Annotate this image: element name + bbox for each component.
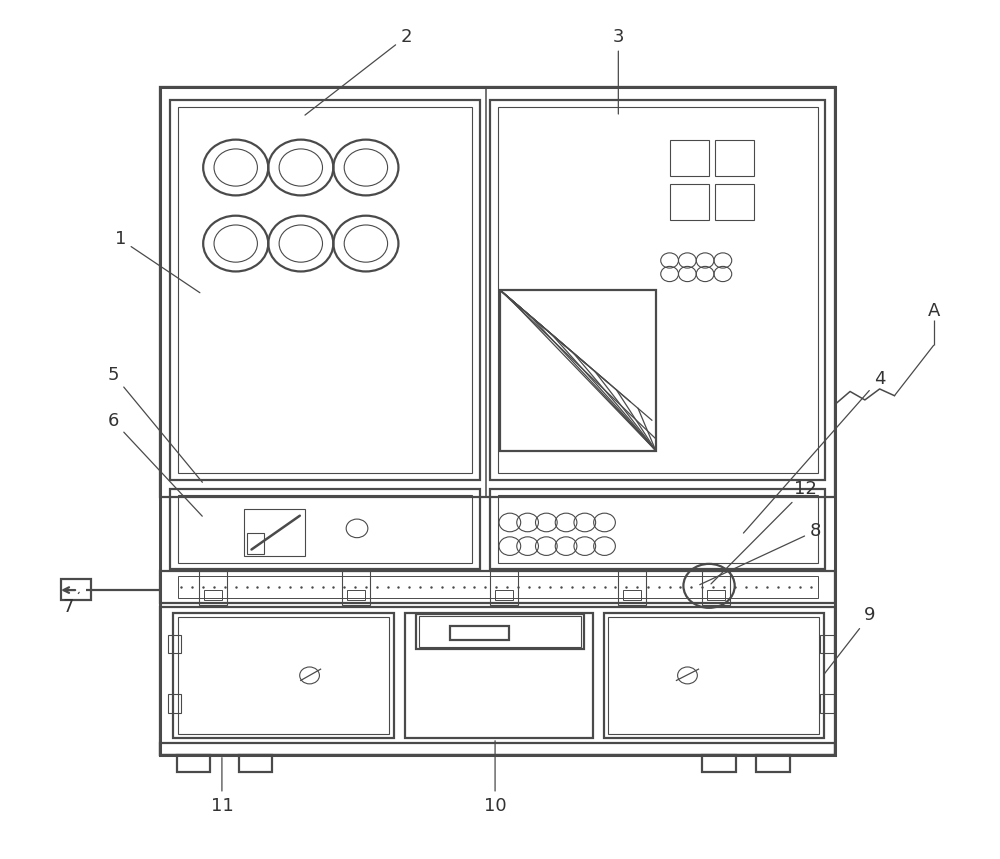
Text: 12: 12 [711,479,817,584]
Text: 1: 1 [115,230,200,293]
Bar [715,185,754,220]
Bar [160,607,835,755]
Bar [670,185,709,220]
Bar [604,612,824,738]
Bar [204,590,222,600]
Bar [500,290,656,451]
Bar [498,495,818,563]
Bar [715,141,754,176]
Bar [702,755,736,771]
Bar [618,571,646,606]
Bar [707,590,725,600]
Bar [247,533,264,554]
Text: 7: 7 [62,593,79,616]
Bar [347,590,365,600]
Bar [670,141,709,176]
Bar [61,579,91,600]
Bar [450,626,509,640]
Text: 8: 8 [700,522,821,585]
Text: 3: 3 [613,27,624,114]
Bar [168,694,181,713]
Text: 9: 9 [824,606,876,674]
Text: A: A [928,302,940,320]
Bar [490,100,825,480]
Bar [500,290,656,451]
Bar [756,755,790,771]
Text: 11: 11 [211,758,233,814]
Bar [419,616,581,647]
Bar [608,617,819,734]
Bar [405,612,593,738]
Bar [490,489,825,569]
Bar [820,694,834,713]
Bar [173,612,394,738]
Bar [178,107,472,473]
Bar [178,617,389,734]
Bar [490,571,518,606]
Text: 10: 10 [484,740,506,814]
Bar [168,635,181,654]
Bar [199,571,227,606]
Bar [244,509,305,557]
Bar [170,489,480,569]
Text: 5: 5 [108,366,202,482]
Bar [623,590,641,600]
Bar [239,755,272,771]
Bar [170,100,480,480]
Bar [342,571,370,606]
Bar [178,495,472,563]
Bar [498,107,818,473]
Bar [160,88,835,755]
Text: 2: 2 [305,27,412,115]
Bar [702,571,730,606]
Bar [820,635,834,654]
Bar [160,570,835,603]
Bar [416,613,584,649]
Bar [178,576,818,598]
Bar [160,88,835,497]
Bar [160,743,835,755]
Bar [177,755,210,771]
Text: 6: 6 [108,412,202,516]
Bar [495,590,513,600]
Text: 4: 4 [743,369,885,533]
